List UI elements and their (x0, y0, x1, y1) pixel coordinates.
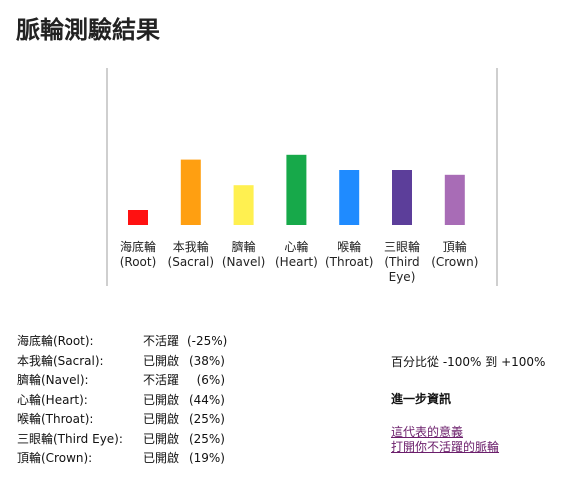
page-title: 脈輪測驗結果 (16, 15, 160, 44)
result-percent: (25%) (188, 431, 225, 446)
result-row: 海底輪(Root): 不活躍 (-25%) (17, 332, 247, 352)
result-status: 不活躍 (143, 334, 180, 348)
result-row: 本我輪(Sacral): 已開啟 (38%) (17, 352, 247, 372)
chakra-bar-chart: 海底輪 (Root) 本我輪 (Sacral) 臍輪 (Navel) 心輪 (Heart) 喉輪… (106, 68, 498, 286)
result-row: 三眼輪(Third Eye): 已開啟 (25%) (17, 430, 247, 450)
chakra-axis-label-line1: 本我輪 (172, 240, 209, 254)
chakra-axis-label-line2: (Throat) (325, 255, 374, 269)
results-table: 海底輪(Root): 不活躍 (-25%) 本我輪(Sacral): 已開啟 (38%) 臍… (17, 332, 247, 469)
result-status: 已開啟 (143, 431, 180, 446)
result-name: 心輪(Heart): (17, 392, 88, 407)
chakra-axis-label-line1: 臍輪 (231, 240, 256, 254)
chakra-axis-label-line3: Eye) (388, 270, 416, 284)
open-inactive-chakras-link[interactable]: 打開你不活躍的脈輪 (391, 440, 500, 454)
result-status: 已開啟 (143, 412, 180, 426)
result-row: 臍輪(Navel): 不活躍 (6%) (17, 371, 247, 391)
info-links: 這代表的意義 打開你不活躍的脈輪 (391, 425, 499, 455)
result-row: 心輪(Heart): 已開啟 (44%) (17, 391, 247, 411)
chakra-bar-4 (339, 170, 360, 225)
chakra-axis-label-1: 本我輪 (Sacral) (163, 240, 219, 270)
more-info-heading: 進一步資訊 (391, 392, 452, 406)
chakra-axis-label-line2: (Third (384, 255, 420, 269)
chakra-axis-label-2: 臍輪 (Navel) (216, 240, 272, 270)
result-percent: (38%) (188, 353, 225, 368)
chakra-bar-5 (392, 170, 412, 225)
result-name: 三眼輪(Third Eye): (17, 431, 123, 446)
chakra-axis-label-line2: (Root) (119, 255, 157, 269)
chart-plot (128, 154, 465, 225)
result-status: 已開啟 (143, 353, 180, 368)
result-percent: (19%) (188, 451, 225, 465)
chakra-bar-3 (286, 154, 307, 225)
result-status: 已開啟 (143, 392, 180, 407)
scale-note: 百分比從 -100% 到 +100% (391, 355, 546, 369)
chakra-axis-label-3: 心輪 (Heart) (268, 240, 324, 270)
chakra-bar-1 (180, 159, 201, 225)
result-row: 頂輪(Crown): 已開啟 (19%) (17, 449, 247, 469)
result-row: 喉輪(Throat): 已開啟 (25%) (17, 410, 247, 430)
chakra-bar-0 (128, 210, 148, 225)
result-percent: (-25%) (187, 334, 228, 348)
chakra-axis-label-line2: (Sacral) (167, 255, 215, 269)
chakra-axis-label-4: 喉輪 (Throat) (321, 240, 377, 270)
result-status: 已開啟 (143, 451, 180, 465)
chakra-bar-6 (444, 174, 465, 225)
chakra-bar-2 (233, 185, 254, 225)
chakra-axis-label-5: 三眼輪 (Third Eye) (374, 240, 430, 285)
chakra-axis-label-line1: 海底輪 (119, 240, 156, 254)
result-name: 喉輪(Throat): (17, 412, 94, 426)
result-status: 不活躍 (143, 373, 180, 387)
chakra-axis-label-0: 海底輪 (Root) (110, 240, 166, 270)
chakra-axis-label-line1: 三眼輪 (383, 240, 420, 254)
chakra-axis-label-line2: (Crown) (431, 255, 479, 269)
chakra-axis-label-6: 頂輪 (Crown) (427, 240, 483, 270)
chakra-axis-label-line1: 心輪 (284, 240, 309, 254)
chakra-axis-label-line1: 頂輪 (442, 240, 467, 254)
result-percent: (25%) (188, 412, 225, 426)
chakra-axis-label-line2: (Heart) (275, 255, 318, 269)
result-name: 本我輪(Sacral): (17, 353, 104, 368)
result-percent: (44%) (188, 392, 225, 407)
chakra-axis-label-line1: 喉輪 (337, 240, 362, 254)
result-name: 頂輪(Crown): (17, 451, 93, 465)
chakra-axis-label-line2: (Navel) (221, 255, 266, 269)
result-name: 海底輪(Root): (17, 334, 94, 348)
meaning-link[interactable]: 這代表的意義 (391, 425, 464, 439)
result-name: 臍輪(Navel): (17, 373, 89, 387)
result-percent: (6%) (196, 373, 225, 387)
